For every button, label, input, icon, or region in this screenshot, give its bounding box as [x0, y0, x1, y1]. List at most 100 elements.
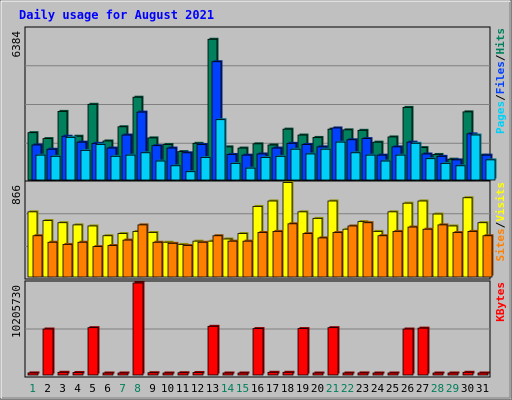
bar-sites-day-30	[467, 231, 478, 278]
bar-kbytes-day-20	[312, 372, 324, 376]
bar-sites-day-3	[62, 244, 73, 278]
x-tick-label: 23	[356, 382, 369, 395]
legend-pages: Pages	[494, 101, 507, 134]
x-tick-label: 22	[341, 382, 354, 395]
x-tick-label: 15	[236, 382, 249, 395]
bar-sites-day-2	[47, 241, 58, 278]
bar-shadow	[449, 371, 460, 374]
x-tick-label: 21	[326, 382, 339, 395]
bar-kbytes-day-12	[192, 372, 204, 376]
x-tick-label: 12	[191, 382, 204, 395]
series-kbytes	[27, 281, 490, 376]
bar-pages-day-7	[125, 154, 136, 181]
bar-pages-day-31	[485, 159, 496, 181]
x-tick-label: 17	[266, 382, 279, 395]
bar-pages-day-27	[425, 158, 436, 181]
bar-pages-day-9	[155, 160, 166, 181]
bar-pages-day-26	[410, 142, 421, 181]
panel-sites-visits: 866 Sites/Visits	[10, 180, 507, 280]
y-max-label: 10205730	[10, 285, 23, 338]
bar-pages-day-19	[305, 153, 316, 181]
bar-kbytes-day-27	[417, 327, 429, 376]
bar-sites-day-9	[152, 241, 163, 278]
bar-kbytes-day-21	[327, 327, 339, 376]
x-tick-label: 16	[251, 382, 264, 395]
bar-pages-day-6	[110, 155, 121, 181]
bar-pages-day-5	[95, 144, 106, 181]
bar-pages-day-15	[245, 167, 256, 181]
x-tick-label: 28	[431, 382, 444, 395]
bar-kbytes-day-14	[222, 372, 234, 376]
bar-kbytes-day-17	[267, 371, 279, 376]
bar-shadow	[434, 371, 445, 374]
bar-kbytes-day-19	[297, 328, 309, 376]
bar-sites-day-13	[212, 235, 223, 278]
legend: KBytes	[494, 282, 507, 322]
bar-shadow	[119, 371, 130, 374]
x-axis-labels: 1 2 3 4 5 6 7 8 9 10 11 12 13 14 15 16 17 18 19 20 21 22 23 24 2…	[29, 382, 489, 395]
bar-pages-day-21	[335, 141, 346, 181]
bar-sites-day-18	[287, 223, 298, 278]
bar-sites-day-5	[92, 246, 103, 278]
bar-sites-day-12	[197, 241, 208, 278]
bar-sites-day-23	[362, 222, 373, 278]
bar-sites-day-22	[347, 225, 358, 278]
series-pages	[35, 118, 497, 181]
bar-pages-day-25	[395, 154, 406, 181]
bar-kbytes-day-16	[252, 328, 264, 376]
bar-sites-day-4	[77, 241, 88, 278]
x-tick-label: 9	[149, 382, 156, 395]
x-tick-label: 19	[296, 382, 309, 395]
bar-kbytes-day-25	[387, 372, 399, 376]
bar-sites-day-21	[332, 232, 343, 278]
bar-shadow	[29, 371, 40, 374]
bar-sites-day-11	[182, 245, 193, 278]
x-tick-label: 26	[401, 382, 414, 395]
legend-visits: Visits	[494, 182, 507, 222]
bar-kbytes-day-5	[87, 327, 99, 376]
bar-sites-day-24	[377, 235, 388, 278]
bar-sites-day-15	[242, 240, 253, 278]
x-tick-label: 29	[446, 382, 459, 395]
bar-sites-day-27	[422, 228, 433, 278]
bar-pages-day-29	[455, 165, 466, 181]
bar-kbytes-day-9	[147, 372, 159, 376]
panel-kbytes: 10205730 KBytes	[10, 280, 507, 378]
legend: Sites/Visits	[494, 182, 507, 262]
bar-kbytes-day-6	[102, 372, 114, 376]
bar-kbytes-day-18	[282, 371, 294, 376]
x-tick-label: 1	[29, 382, 36, 395]
bar-pages-day-20	[320, 148, 331, 181]
bar-pages-day-1	[35, 154, 46, 181]
bar-sites-day-14	[227, 240, 238, 278]
bar-pages-day-10	[170, 165, 181, 181]
bar-sites-day-6	[107, 245, 118, 278]
bar-sites-day-20	[317, 237, 328, 278]
bar-sites-day-17	[272, 231, 283, 278]
bar-sites-day-19	[302, 233, 313, 278]
chart-title: Daily usage for August 2021	[19, 8, 214, 22]
bar-kbytes-day-13	[207, 325, 219, 376]
bar-pages-day-18	[290, 148, 301, 181]
series-sites	[32, 221, 494, 278]
bar-kbytes-day-3	[57, 371, 69, 376]
bar-kbytes-day-10	[162, 372, 174, 376]
bar-shadow	[164, 371, 175, 374]
legend-separator: /	[494, 221, 507, 228]
bar-pages-day-3	[65, 137, 76, 181]
legend-hits: Hits	[494, 28, 507, 55]
bar-sites-day-10	[167, 242, 178, 278]
bar-pages-day-24	[380, 160, 391, 181]
bar-kbytes-day-2	[42, 328, 54, 376]
legend-separator: /	[494, 94, 507, 101]
bar-pages-day-4	[80, 150, 91, 181]
bar-sites-day-28	[437, 224, 448, 278]
bar-kbytes-day-28	[432, 372, 444, 376]
x-tick-label: 18	[281, 382, 294, 395]
x-tick-label: 31	[476, 382, 489, 395]
y-max-label: 866	[10, 185, 23, 205]
bar-pages-day-16	[260, 157, 271, 181]
x-tick-label: 14	[221, 382, 235, 395]
bar-pages-day-22	[350, 152, 361, 181]
